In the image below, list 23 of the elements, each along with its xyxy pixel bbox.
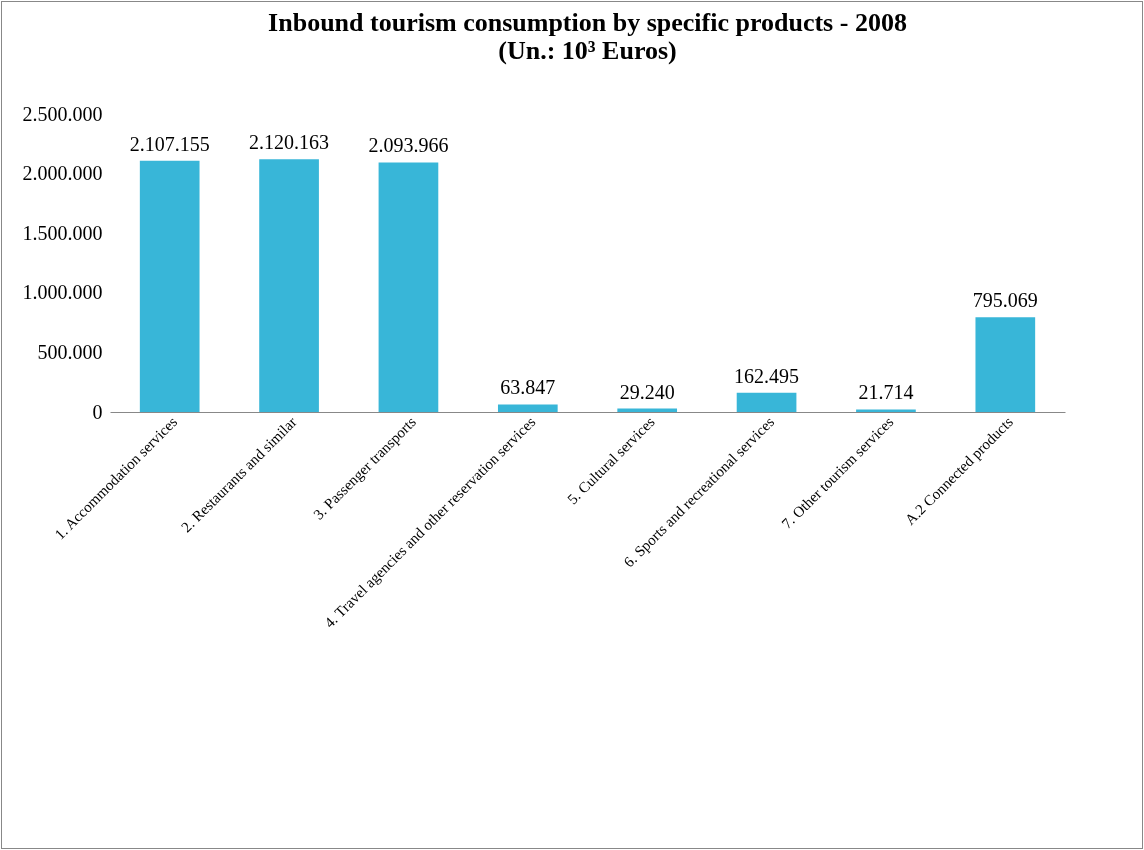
bar: [975, 317, 1036, 412]
bar: [139, 160, 200, 412]
data-label: 21.714: [858, 381, 914, 404]
bar: [856, 409, 916, 412]
data-label: 2.120.163: [249, 131, 330, 154]
y-tick-label: 1.000.000: [22, 281, 103, 304]
bar: [259, 159, 319, 412]
data-label: 162.495: [734, 364, 800, 387]
bar: [378, 162, 439, 412]
bar: [497, 404, 558, 412]
bar: [736, 392, 797, 412]
y-tick-label: 0: [92, 400, 103, 423]
chart-subtitle: (Un.: 10³ Euros): [498, 36, 677, 65]
data-label: 2.107.155: [129, 132, 210, 155]
y-tick-label: 2.500.000: [22, 102, 103, 125]
y-tick-label: 500.000: [37, 340, 103, 363]
data-label: 63.847: [500, 376, 556, 399]
data-label: 795.069: [972, 289, 1038, 312]
y-tick-label: 1.500.000: [22, 221, 103, 244]
chart-title: Inbound tourism consumption by specific products - 2008: [268, 8, 907, 37]
data-label: 29.240: [619, 380, 675, 403]
y-tick-label: 2.000.000: [22, 162, 103, 185]
data-label: 2.093.966: [368, 134, 449, 157]
